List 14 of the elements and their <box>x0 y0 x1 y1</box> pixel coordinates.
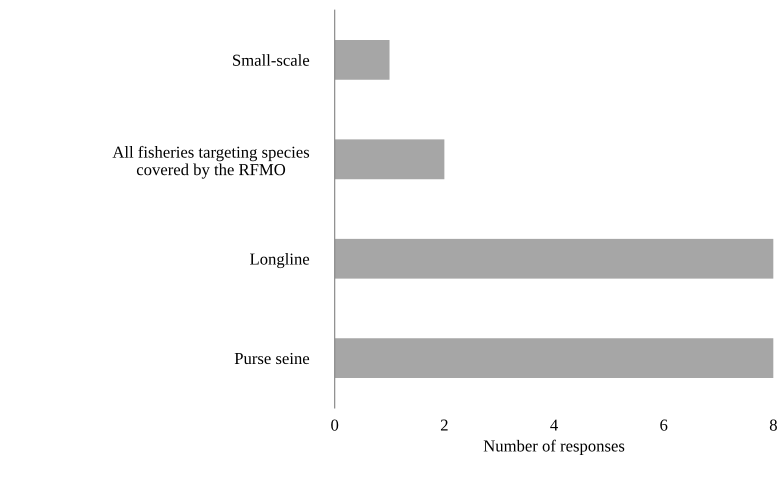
x-tick-label: 8 <box>770 419 777 431</box>
y-tick-label: Small-scale <box>233 54 310 66</box>
x-tick-label: 2 <box>440 420 448 431</box>
y-tick-label: All fisheries targeting species covered by the RFMO <box>112 146 310 179</box>
bar <box>334 338 774 378</box>
x-tick-label: 0 <box>331 419 338 431</box>
x-tick-label: 6 <box>660 420 668 431</box>
y-tick-label: Purse seine <box>234 352 310 364</box>
x-tick-label: 4 <box>550 420 558 431</box>
y-tick-label: Longline <box>250 252 310 268</box>
x-axis-title: Number of responses <box>484 440 624 455</box>
bar <box>334 238 774 279</box>
bar <box>334 40 390 80</box>
bar <box>334 139 444 180</box>
